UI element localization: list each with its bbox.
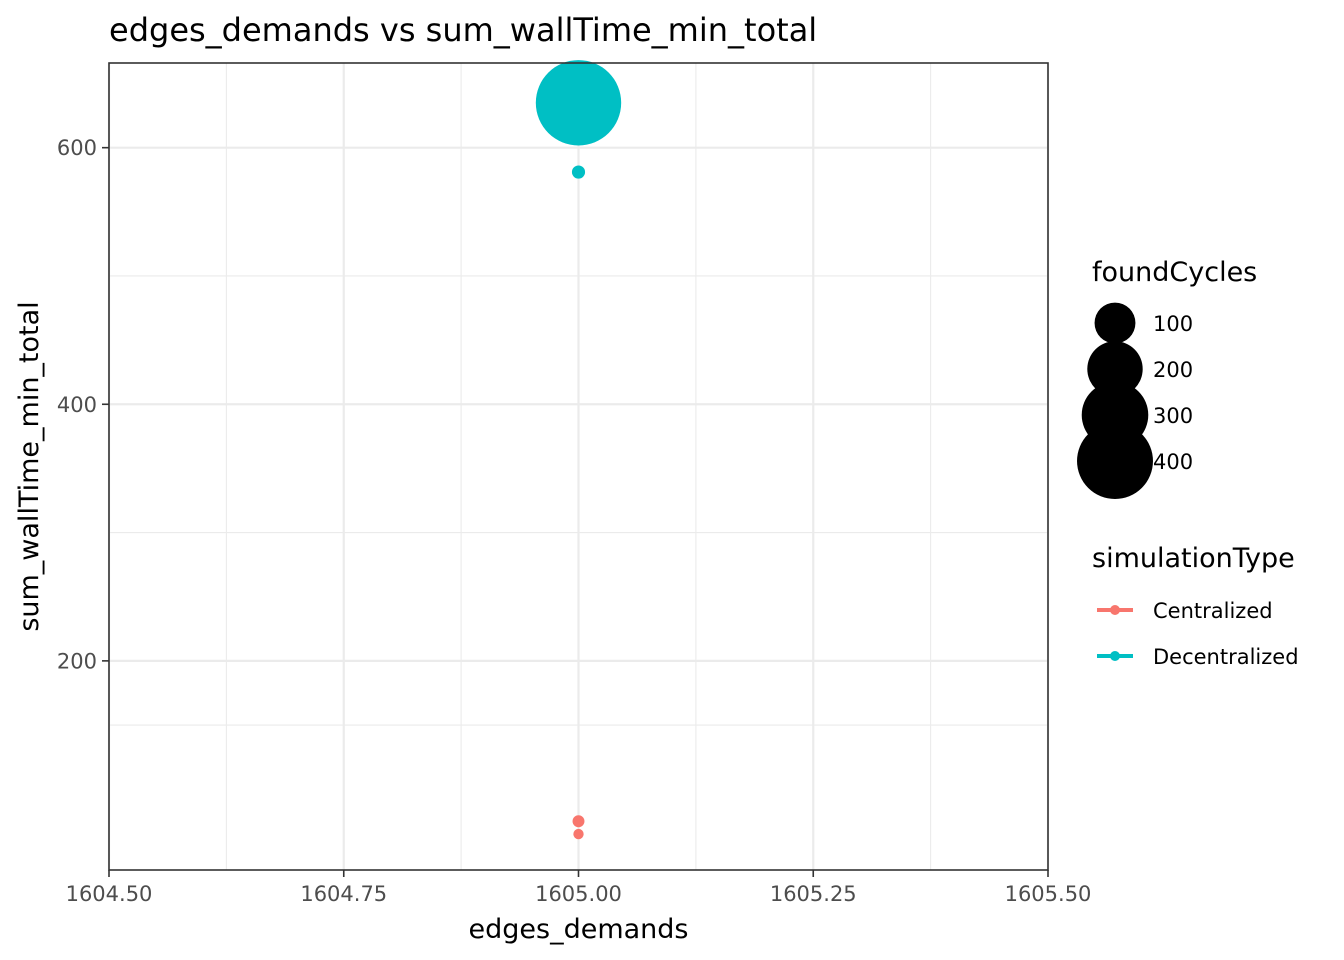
- data-point-decentralized: [535, 60, 622, 146]
- data-points: [535, 60, 622, 840]
- size-legend-label: 200: [1153, 358, 1193, 382]
- color-legend-label: Decentralized: [1153, 645, 1299, 669]
- color-legend-title: simulationType: [1092, 543, 1295, 574]
- x-tick-label: 1605.25: [770, 882, 857, 906]
- plot-area: 1604.50 1604.75 1605.00 1605.25 1605.50 200 4…: [57, 60, 1092, 906]
- y-tick-label: 200: [57, 649, 97, 673]
- x-axis-ticks: 1604.50 1604.75 1605.00 1605.25 1605.50: [66, 870, 1092, 906]
- x-tick-label: 1605.00: [535, 882, 622, 906]
- x-tick-label: 1604.50: [66, 882, 153, 906]
- color-legend-items: Centralized Decentralized: [1097, 599, 1299, 669]
- size-legend-items: 100 200 300 400: [1077, 302, 1193, 499]
- size-legend-label: 400: [1153, 450, 1193, 474]
- color-legend-key-point: [1110, 651, 1120, 661]
- size-legend-label: 300: [1153, 404, 1193, 428]
- color-legend-label: Centralized: [1153, 599, 1273, 623]
- size-legend-key: [1077, 423, 1153, 499]
- data-point-centralized: [573, 828, 584, 840]
- y-axis-label: sum_wallTime_min_total: [14, 301, 45, 631]
- x-tick-label: 1604.75: [300, 882, 387, 906]
- data-point-decentralized: [571, 165, 586, 179]
- size-legend-label: 100: [1153, 312, 1193, 336]
- y-axis-ticks: 200 400 600: [57, 136, 109, 673]
- color-legend-key-point: [1110, 605, 1120, 615]
- x-tick-label: 1605.50: [1005, 882, 1092, 906]
- size-legend-key: [1094, 302, 1136, 344]
- y-tick-label: 400: [57, 393, 97, 417]
- size-legend-title: foundCycles: [1092, 257, 1257, 288]
- size-legend: foundCycles 100 200 300 400: [1077, 257, 1257, 499]
- color-legend: simulationType Centralized Decentralized: [1092, 543, 1299, 669]
- x-axis-label: edges_demands: [469, 914, 689, 945]
- size-legend-key: [1087, 341, 1143, 397]
- y-tick-label: 600: [57, 136, 97, 160]
- data-point-centralized: [572, 815, 585, 828]
- chart-title: edges_demands vs sum_wallTime_min_total: [109, 11, 817, 49]
